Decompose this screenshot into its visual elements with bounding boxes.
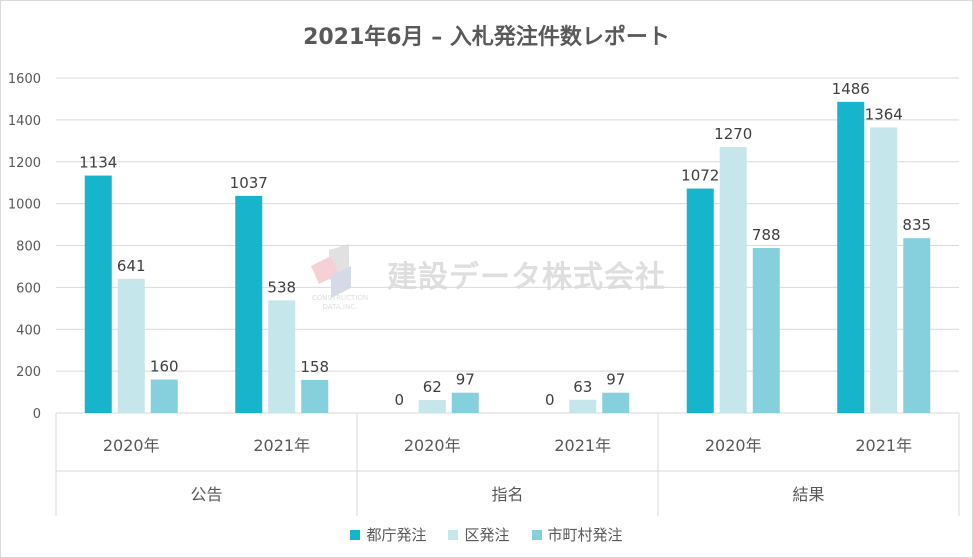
data-label: 62 (423, 378, 442, 396)
y-tick-label: 1600 (8, 72, 41, 87)
y-tick-label: 0 (33, 407, 41, 422)
legend-swatch (531, 529, 542, 540)
bar (235, 195, 263, 413)
legend-label: 区発注 (464, 526, 510, 544)
watermark-subtext: CONSTRUCTION DATA,INC. (305, 294, 375, 312)
legend-label: 都庁発注 (366, 526, 427, 544)
y-tick-label: 400 (16, 323, 41, 338)
data-label: 0 (545, 391, 555, 409)
y-tick-label: 1000 (8, 198, 41, 213)
data-label: 97 (456, 371, 475, 389)
bar (451, 392, 479, 413)
legend-swatch (350, 529, 361, 540)
data-label: 1486 (832, 80, 870, 98)
data-label: 158 (300, 358, 329, 376)
chart-title: 2021年6月 – 入札発注件数レポート (303, 25, 670, 50)
x-group-label: 公告 (190, 485, 222, 504)
legend-label: 市町村発注 (547, 526, 623, 544)
bar (84, 175, 112, 413)
data-label: 1134 (79, 154, 117, 172)
y-tick-label: 200 (16, 365, 41, 380)
legend: 都庁発注 区発注 市町村発注 (1, 524, 972, 545)
bar (719, 147, 747, 413)
y-tick-label: 600 (16, 281, 41, 296)
data-label: 538 (267, 278, 296, 296)
y-tick-label: 800 (16, 240, 41, 255)
bar (301, 379, 329, 413)
bar (117, 278, 145, 413)
watermark: 建設データ株式会社 CONSTRUCTION DATA,INC. (301, 244, 681, 314)
data-label: 0 (394, 391, 404, 409)
data-label: 1072 (681, 167, 719, 185)
x-category-label: 2020年 (103, 436, 160, 455)
x-category-label: 2021年 (855, 436, 912, 455)
bar (418, 400, 446, 413)
y-tick-label: 1200 (8, 156, 41, 171)
x-category-label: 2020年 (705, 436, 762, 455)
bar (686, 188, 714, 413)
legend-swatch (448, 529, 459, 540)
x-category-label: 2020年 (404, 436, 461, 455)
data-label: 1037 (230, 174, 268, 192)
data-label: 788 (752, 226, 781, 244)
bar (268, 300, 296, 413)
watermark-text: 建設データ株式会社 (387, 260, 666, 295)
legend-item: 都庁発注 (350, 524, 426, 545)
bar (569, 399, 597, 413)
watermark-logo-icon (311, 244, 351, 298)
data-label: 641 (117, 257, 146, 275)
data-label: 97 (606, 371, 625, 389)
data-label: 835 (902, 216, 931, 234)
bar (837, 101, 865, 414)
watermark-sub1: CONSTRUCTION (311, 294, 369, 302)
legend-item: 区発注 (448, 524, 510, 545)
bar (752, 248, 780, 413)
legend-item: 市町村発注 (531, 524, 623, 545)
x-group-label: 結果 (792, 485, 824, 504)
data-label: 160 (150, 358, 179, 376)
bar (870, 127, 898, 413)
bar (602, 392, 630, 413)
data-label: 1364 (865, 105, 903, 123)
bar (903, 238, 931, 413)
x-group-label: 指名 (491, 485, 523, 504)
x-category-label: 2021年 (554, 436, 611, 455)
data-label: 63 (573, 378, 592, 396)
bar (150, 379, 178, 413)
y-tick-label: 1400 (8, 114, 41, 129)
data-label: 1270 (714, 125, 752, 143)
x-category-label: 2021年 (253, 436, 310, 455)
watermark-sub2: DATA,INC. (322, 303, 358, 311)
